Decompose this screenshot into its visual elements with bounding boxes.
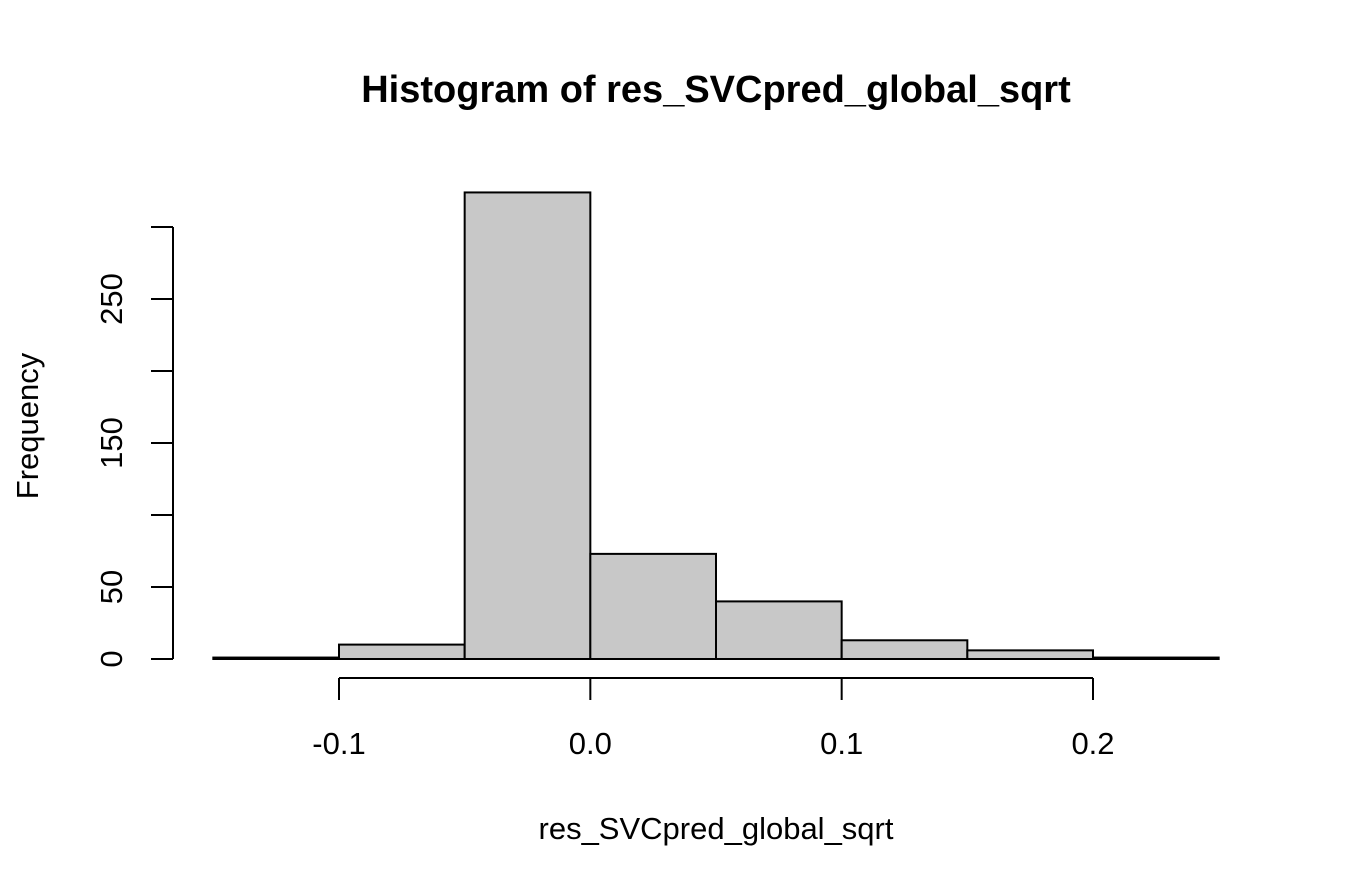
x-tick-label-1: 0.0: [569, 726, 612, 761]
chart-title: Histogram of res_SVCpred_global_sqrt: [361, 69, 1071, 111]
y-tick-label-0: 0: [94, 650, 129, 667]
y-tick-label-1: 50: [94, 570, 129, 604]
histogram-bar-5: [840, 639, 969, 661]
x-axis: -0.1 0.0 0.1 0.2: [312, 677, 1115, 761]
y-tick-label-3: 150: [94, 417, 129, 469]
y-axis: 0 50 150 250: [94, 226, 174, 668]
histogram-bar-3: [589, 552, 717, 661]
bars-group: [212, 191, 1220, 661]
y-tick-label-5: 250: [94, 273, 129, 325]
histogram-bar-2: [463, 191, 592, 660]
y-axis-label: Frequency: [10, 352, 45, 499]
histogram-bar-1: [338, 643, 466, 660]
x-tick-label-0: -0.1: [312, 726, 365, 761]
histogram-bar-6: [966, 649, 1094, 660]
x-tick-label-3: 0.2: [1071, 726, 1114, 761]
histogram-bar-4: [715, 600, 843, 661]
x-tick-label-2: 0.1: [820, 726, 863, 761]
histogram-bar-7: [1092, 656, 1220, 660]
x-axis-label: res_SVCpred_global_sqrt: [539, 811, 894, 846]
histogram-bar-0: [212, 656, 340, 660]
